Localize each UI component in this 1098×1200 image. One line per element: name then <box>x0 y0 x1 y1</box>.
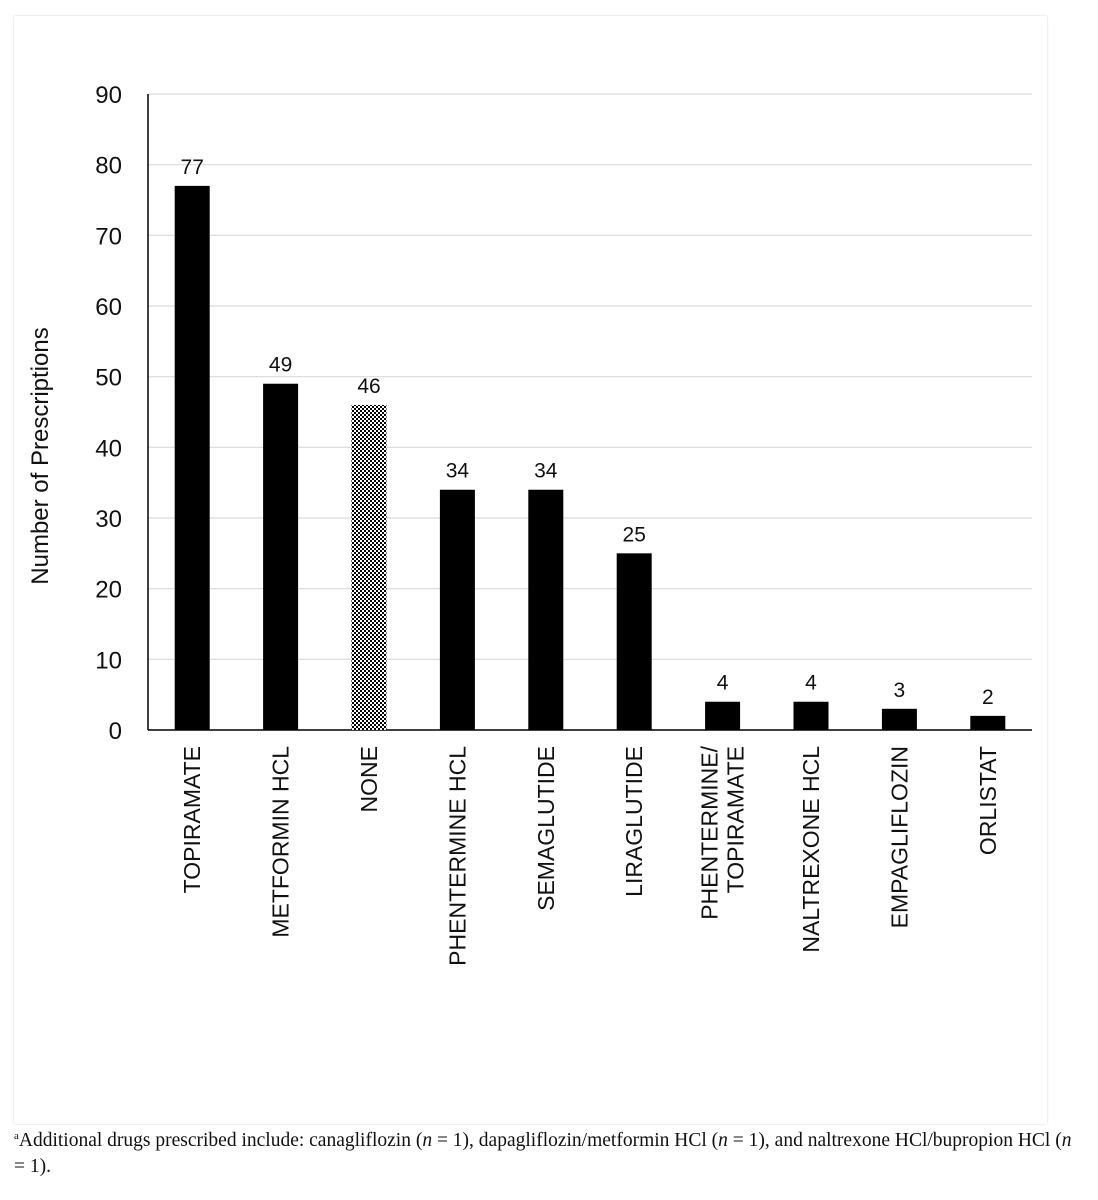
x-tick-label: NONE <box>356 746 382 812</box>
x-tick-label: ORLISTAT <box>975 746 1001 855</box>
svg-text:PHENTERMINE/TOPIRAMATE: PHENTERMINE/TOPIRAMATE <box>697 745 749 919</box>
footnote-segment: = 1), dapagliflozin/metformin HCl ( <box>432 1130 719 1151</box>
footnote-text: Additional drugs prescribed include: can… <box>14 1130 1071 1177</box>
y-tick-label: 50 <box>95 365 122 392</box>
y-tick-label: 90 <box>95 82 122 109</box>
svg-text:LIRAGLUTIDE: LIRAGLUTIDE <box>621 746 647 897</box>
footnote-italic-n: n <box>718 1130 728 1151</box>
x-tick-label: SEMAGLUTIDE <box>533 746 559 911</box>
bar <box>793 701 829 730</box>
x-tick-label: METFORMIN HCL <box>268 746 294 938</box>
bar <box>439 489 475 730</box>
footnote-segment: Additional drugs prescribed include: can… <box>18 1130 423 1151</box>
y-tick-label: 20 <box>95 577 122 604</box>
bar <box>616 553 652 730</box>
x-tick-label: PHENTERMINE HCL <box>444 746 470 966</box>
y-tick-label: 70 <box>95 223 122 250</box>
svg-text:NALTREXONE HCL: NALTREXONE HCL <box>798 746 824 953</box>
svg-text:SEMAGLUTIDE: SEMAGLUTIDE <box>533 746 559 911</box>
bars <box>174 185 1006 730</box>
y-tick-label: 10 <box>95 647 122 674</box>
data-label: 77 <box>181 156 204 179</box>
y-tick-label: 30 <box>95 506 122 533</box>
y-tick-label: 60 <box>95 294 122 321</box>
y-tick-label: 80 <box>95 153 122 180</box>
x-tick-label: PHENTERMINE/TOPIRAMATE <box>697 745 749 919</box>
data-label: 34 <box>446 460 470 483</box>
x-tick-label: LIRAGLUTIDE <box>621 746 647 897</box>
y-tick-label: 40 <box>95 435 122 462</box>
data-labels: 77 49 46 34 34 25 4 4 3 2 <box>181 156 994 709</box>
data-label: 4 <box>805 672 817 695</box>
bar <box>351 404 387 730</box>
bar <box>705 701 741 730</box>
bar <box>881 708 917 730</box>
data-label: 25 <box>623 523 646 546</box>
data-label: 3 <box>894 679 906 702</box>
svg-text:EMPAGLIFLOZIN: EMPAGLIFLOZIN <box>886 746 912 928</box>
svg-text:ORLISTAT: ORLISTAT <box>975 746 1001 855</box>
footnote-marker: a <box>14 1130 19 1142</box>
x-tick-labels: TOPIRAMATE METFORMIN HCL NONE PHENTERMINE H… <box>179 745 1001 965</box>
footnote: aAdditional drugs prescribed include: ca… <box>14 1128 1074 1180</box>
bar <box>263 383 299 730</box>
data-label: 4 <box>717 672 729 695</box>
chart-panel: 77 49 46 34 34 25 4 4 3 2 TOPIRAMATE METFORMIN HCL… <box>14 16 1047 1124</box>
y-tick-labels: 0 10 20 30 40 50 60 70 80 90 <box>95 82 122 745</box>
data-label: 2 <box>982 686 994 709</box>
x-tick-label: EMPAGLIFLOZIN <box>886 746 912 928</box>
x-tick-label: TOPIRAMATE <box>179 746 205 893</box>
x-tick-label: NALTREXONE HCL <box>798 746 824 953</box>
svg-text:NONE: NONE <box>356 746 382 812</box>
data-label: 34 <box>534 460 558 483</box>
svg-text:TOPIRAMATE: TOPIRAMATE <box>179 746 205 893</box>
bar <box>970 715 1006 730</box>
y-tick-label: 0 <box>109 718 122 745</box>
footnote-italic-n: n <box>1061 1130 1072 1151</box>
bar <box>174 185 210 730</box>
data-label: 46 <box>357 375 380 398</box>
bar-chart: 77 49 46 34 34 25 4 4 3 2 TOPIRAMATE METFORMIN HCL… <box>27 82 1032 966</box>
footnote-italic-n: n <box>422 1130 433 1151</box>
bar <box>528 489 564 730</box>
footnote-segment: = 1). <box>14 1156 51 1177</box>
data-label: 49 <box>269 354 292 377</box>
footnote-segment: = 1), and naltrexone HCl/bupropion HCl ( <box>727 1130 1062 1151</box>
svg-text:PHENTERMINE HCL: PHENTERMINE HCL <box>444 746 470 966</box>
svg-text:METFORMIN HCL: METFORMIN HCL <box>268 746 294 938</box>
y-axis-title: Number of Prescriptions <box>27 327 54 584</box>
